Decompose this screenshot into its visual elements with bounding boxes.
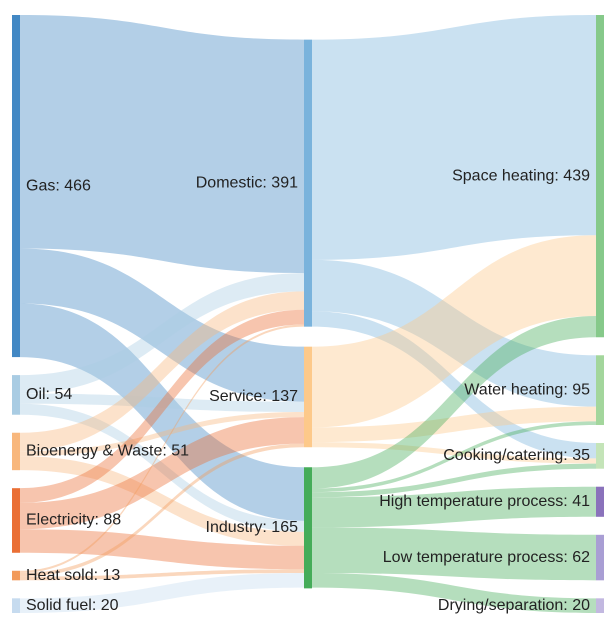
link: [20, 572, 304, 613]
node: [12, 488, 20, 553]
link: [312, 463, 596, 498]
link: [20, 303, 304, 521]
node-label: Domestic: 391: [196, 174, 298, 191]
node-label: Solid fuel: 20: [26, 597, 119, 614]
labels: Gas: 466 Oil: 54 Bioenergy & Waste: 51 Elec…: [26, 167, 590, 614]
link: [312, 259, 596, 407]
link: [20, 15, 304, 274]
node: [304, 467, 312, 589]
nodes: [12, 15, 604, 613]
node: [596, 486, 604, 517]
links: [20, 15, 596, 613]
link: [20, 248, 304, 402]
link: [312, 15, 596, 260]
node: [596, 443, 604, 469]
link: [20, 403, 304, 532]
link: [20, 273, 304, 394]
node: [596, 598, 604, 613]
node: [12, 598, 20, 613]
node: [596, 15, 604, 338]
link: [312, 572, 596, 613]
node-label: Gas: 466: [26, 177, 91, 194]
link: [20, 393, 304, 413]
link: [20, 291, 304, 452]
link: [312, 235, 596, 428]
link: [312, 486, 596, 528]
link: [312, 527, 596, 581]
link: [20, 324, 304, 573]
node: [12, 432, 20, 471]
node-label: Industry: 165: [206, 519, 299, 536]
node: [12, 570, 20, 581]
node: [596, 534, 604, 581]
node-label: High temperature process: 41: [379, 493, 590, 510]
link: [20, 569, 304, 581]
node: [596, 355, 604, 426]
link: [20, 456, 304, 546]
link: [20, 309, 304, 503]
link: [20, 443, 304, 577]
node-label: Water heating: 95: [464, 381, 590, 398]
link: [312, 311, 596, 459]
node-label: Drying/separation: 20: [438, 597, 590, 614]
link: [312, 442, 596, 464]
link: [20, 529, 304, 570]
node-label: Service: 137: [209, 388, 298, 405]
node-label: Heat sold: 13: [26, 567, 120, 584]
link: [20, 417, 304, 530]
node: [12, 15, 20, 358]
node: [304, 39, 312, 327]
node-label: Electricity: 88: [26, 512, 121, 529]
link: [312, 421, 596, 493]
link: [20, 412, 304, 457]
node-label: Low temperature process: 62: [383, 549, 590, 566]
node-label: Bioenergy & Waste: 51: [26, 443, 189, 460]
node-label: Cooking/catering: 35: [443, 447, 590, 464]
node: [12, 375, 20, 415]
link: [312, 315, 596, 489]
node-label: Space heating: 439: [452, 167, 590, 184]
node: [304, 346, 312, 448]
node-label: Oil: 54: [26, 386, 72, 403]
link: [312, 406, 596, 443]
